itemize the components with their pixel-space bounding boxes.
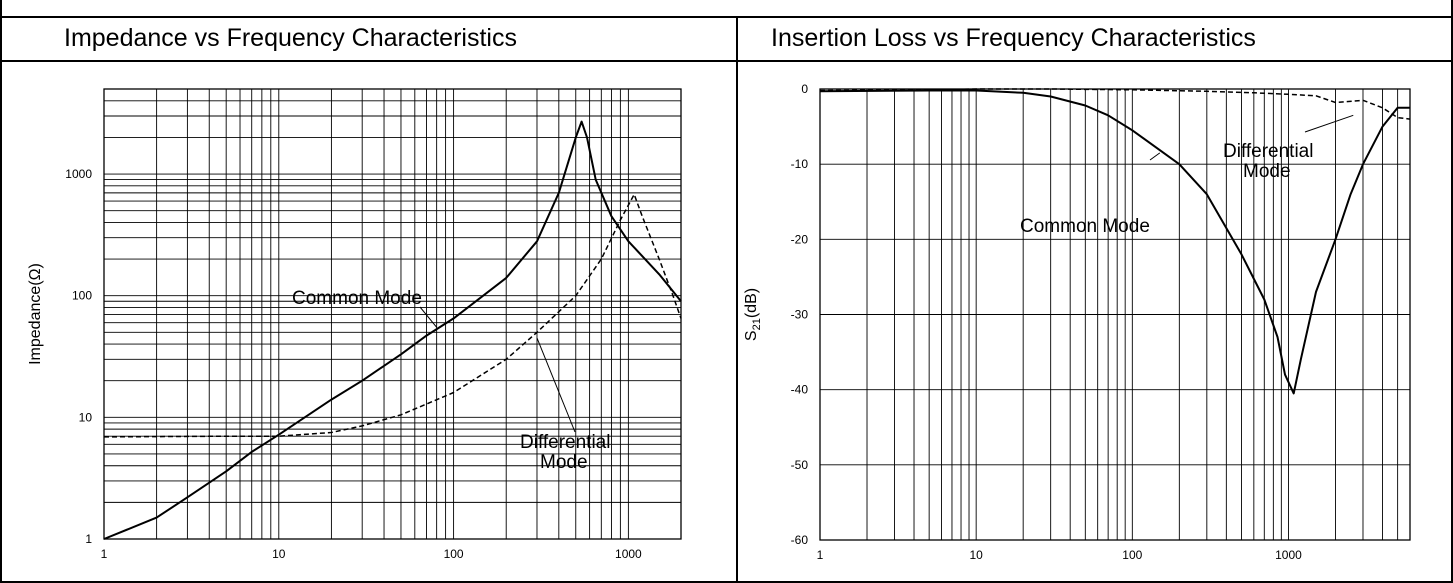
annotation-leader-line [536, 337, 576, 433]
annotation-leader-line [1149, 152, 1161, 161]
annotation-leader-line [419, 306, 438, 328]
y-tick-label: 100 [72, 289, 92, 303]
y-tick-label: 1000 [65, 167, 92, 181]
y-tick-label: 0 [801, 82, 808, 96]
y-axis-label: S21(dB) [743, 288, 763, 341]
y-tick-label: -40 [791, 383, 809, 397]
x-tick-label: 100 [444, 547, 464, 561]
grid [819, 88, 1411, 541]
y-tick-label: -10 [791, 157, 809, 171]
differential-mode-series-line [103, 193, 682, 438]
annotation-label: Common Mode [1020, 216, 1150, 237]
y-tick-label: -30 [791, 308, 809, 322]
x-tick-label: 100 [1122, 548, 1142, 562]
plot-area-border [819, 88, 1411, 541]
x-tick-label: 10 [272, 547, 286, 561]
y-tick-label: -60 [791, 533, 809, 547]
annotation-leader-line [1304, 114, 1354, 133]
y-tick-label: -50 [791, 458, 809, 472]
y-tick-label: 10 [79, 410, 93, 424]
chart-insertion-loss: 1 10 100 1000 0 -10 -20 -30 -40 -50 -60 S21(dB) Diff… [743, 82, 1411, 562]
grid [103, 88, 682, 540]
plot-area-border [103, 88, 682, 540]
y-tick-label: -20 [791, 232, 809, 246]
panel-divider [736, 16, 738, 583]
x-tick-label: 1000 [1275, 548, 1302, 562]
insertion-loss-panel-title: Insertion Loss vs Frequency Characterist… [771, 24, 1256, 52]
impedance-panel-title: Impedance vs Frequency Characteristics [64, 24, 517, 52]
x-tick-label: 10 [969, 548, 983, 562]
differential-mode-series-line [819, 88, 1411, 120]
y-tick-label: 1 [85, 532, 92, 546]
annotation-label: Differential Mode [1223, 141, 1313, 182]
x-tick-label: 1 [817, 548, 824, 562]
x-tick-label: 1000 [615, 547, 642, 561]
chart-impedance: 1 10 100 1000 1 10 100 1000 Impedance(Ω) Common M… [27, 88, 682, 561]
common-mode-series-line [103, 120, 682, 540]
annotation-label: Differential Mode [520, 432, 610, 473]
header-rule [0, 60, 1453, 62]
x-tick-label: 1 [101, 547, 108, 561]
top-rule [0, 16, 1453, 18]
annotation-label: Common Mode [292, 288, 422, 309]
y-axis-label: Impedance(Ω) [27, 263, 44, 365]
common-mode-series-line [819, 89, 1410, 395]
